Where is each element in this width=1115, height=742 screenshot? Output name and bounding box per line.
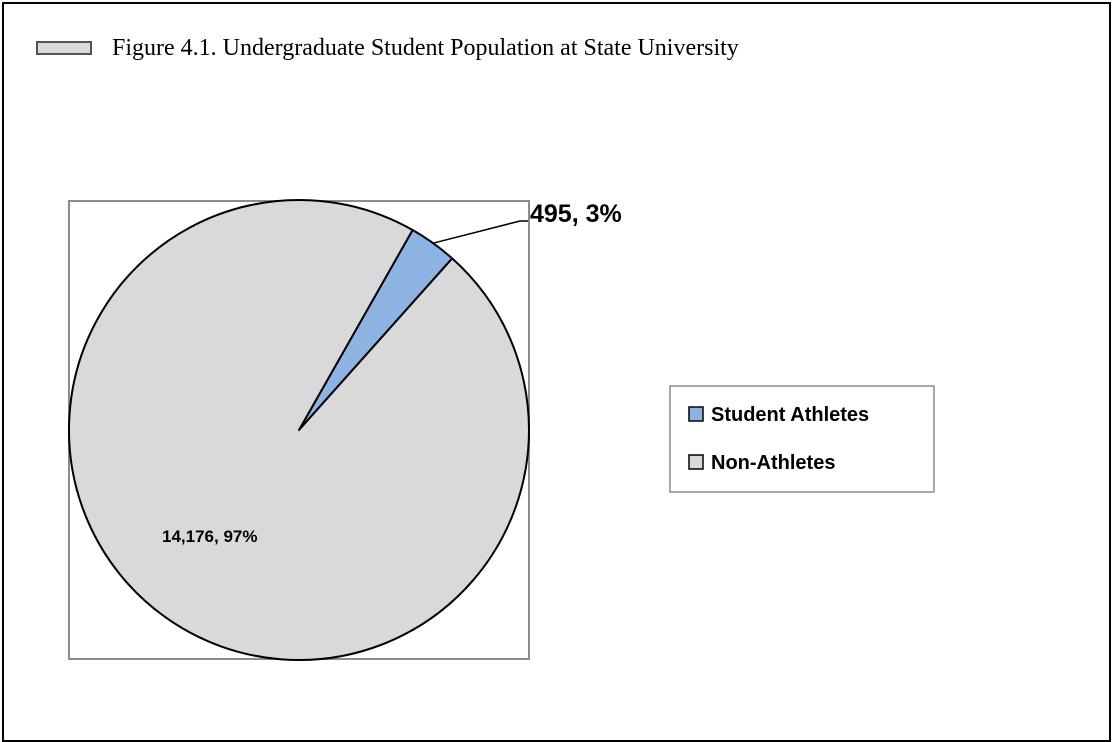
- pie-slice-non-athletes: [68, 199, 530, 661]
- athletes-leader-line: [432, 220, 528, 244]
- legend-box: [669, 385, 935, 493]
- data-label-non-athletes: 14,176, 97%: [162, 527, 257, 546]
- title-swatch: [36, 41, 92, 55]
- pie-slices: [68, 199, 530, 661]
- legend-label-student-athletes: Student Athletes: [711, 404, 869, 426]
- figure-title: Figure 4.1. Undergraduate Student Popula…: [112, 34, 739, 61]
- legend-swatch-student-athletes: [688, 406, 704, 422]
- legend-swatch-non-athletes: [688, 454, 704, 470]
- figure-title-block: Figure 4.1. Undergraduate Student Popula…: [36, 28, 739, 68]
- legend: Student Athletes Non-Athletes: [669, 385, 935, 493]
- data-label-student-athletes: 495, 3%: [530, 200, 622, 228]
- legend-label-non-athletes: Non-Athletes: [711, 452, 835, 474]
